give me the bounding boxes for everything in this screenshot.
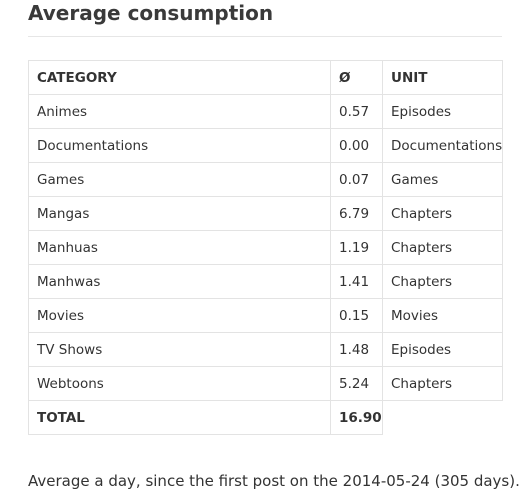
average-cell: 0.07 (330, 162, 383, 197)
category-cell: Manhuas (28, 230, 331, 265)
category-cell: TV Shows (28, 332, 331, 367)
unit-cell: Chapters (381, 196, 504, 231)
consumption-table: CATEGORY Ø UNIT Animes 0.57 Episodes Doc… (28, 60, 504, 435)
table-row: Movies 0.15 Movies (28, 298, 504, 333)
unit-cell: Episodes (381, 94, 504, 129)
table-row: Webtoons 5.24 Chapters (28, 366, 504, 401)
average-cell: 0.00 (330, 128, 383, 163)
category-cell: Manhwas (28, 264, 331, 299)
category-cell: Mangas (28, 196, 331, 231)
average-cell: 1.19 (330, 230, 383, 265)
category-cell: Animes (28, 94, 331, 129)
unit-cell: Documentations (381, 128, 504, 163)
unit-cell: Episodes (381, 332, 504, 367)
unit-cell: Chapters (381, 230, 504, 265)
unit-cell: Chapters (381, 264, 504, 299)
table-row: Animes 0.57 Episodes (28, 94, 504, 129)
category-cell: Webtoons (28, 366, 331, 401)
average-cell: 1.41 (330, 264, 383, 299)
table-row: TV Shows 1.48 Episodes (28, 332, 504, 367)
section-title: Average consumption (28, 1, 274, 25)
total-label: TOTAL (28, 400, 331, 435)
column-header-average: Ø (330, 60, 383, 95)
average-cell: 0.57 (330, 94, 383, 129)
title-divider (28, 36, 502, 37)
table-row: Mangas 6.79 Chapters (28, 196, 504, 231)
unit-cell: Chapters (381, 366, 504, 401)
table-row: Manhwas 1.41 Chapters (28, 264, 504, 299)
total-row: TOTAL 16.90 (28, 400, 503, 435)
unit-cell: Games (381, 162, 504, 197)
table-header-row: CATEGORY Ø UNIT (28, 60, 504, 95)
column-header-category: CATEGORY (28, 60, 331, 95)
column-header-unit: UNIT (381, 60, 504, 95)
category-cell: Movies (28, 298, 331, 333)
category-cell: Documentations (28, 128, 331, 163)
average-cell: 6.79 (330, 196, 383, 231)
average-cell: 5.24 (330, 366, 383, 401)
average-cell: 0.15 (330, 298, 383, 333)
table-row: Documentations 0.00 Documentations (28, 128, 504, 163)
category-cell: Games (28, 162, 331, 197)
table-row: Games 0.07 Games (28, 162, 504, 197)
average-footnote: Average a day, since the first post on t… (28, 472, 520, 490)
total-value: 16.90 (330, 400, 383, 435)
table-row: Manhuas 1.19 Chapters (28, 230, 504, 265)
empty-cell (383, 401, 503, 435)
unit-cell: Movies (381, 298, 504, 333)
average-cell: 1.48 (330, 332, 383, 367)
